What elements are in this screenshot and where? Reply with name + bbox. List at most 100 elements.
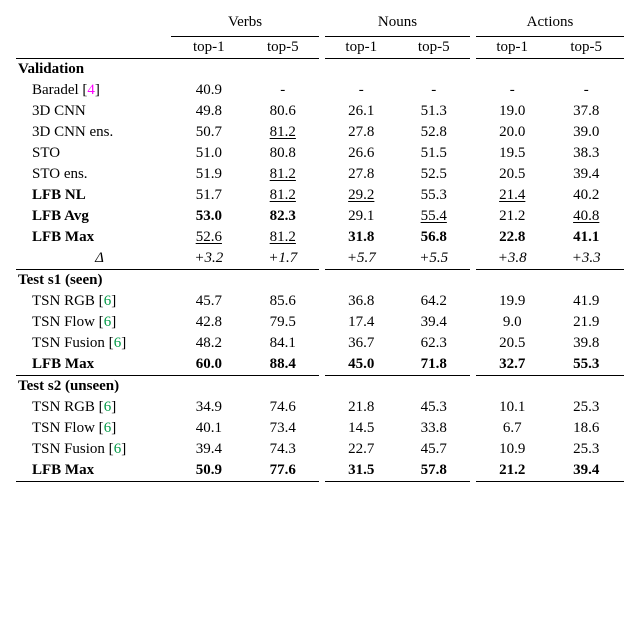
- cell-value: 27.8: [322, 122, 397, 143]
- cell-value: 81.2: [247, 185, 322, 206]
- cell-value: 52.6: [171, 227, 246, 248]
- cell-value: 45.7: [398, 439, 473, 460]
- cell-value: 55.3: [398, 185, 473, 206]
- row-label: 3D CNN ens.: [16, 122, 171, 143]
- cell-value: 41.1: [548, 227, 624, 248]
- cell-value: 56.8: [398, 227, 473, 248]
- cell-value: 79.5: [247, 312, 322, 333]
- header-sub: top-5: [247, 37, 322, 59]
- header-sub-row: top-1 top-5 top-1 top-5 top-1 top-5: [16, 37, 624, 59]
- cell-value: +3.3: [548, 248, 624, 270]
- cell-value: 51.5: [398, 143, 473, 164]
- cell-value: 40.9: [171, 80, 246, 101]
- cell-value: 51.7: [171, 185, 246, 206]
- cell-value: 27.8: [322, 164, 397, 185]
- citation: 4: [87, 82, 95, 98]
- cell-value: 20.0: [473, 122, 548, 143]
- cell-value: 10.9: [473, 439, 548, 460]
- table-row: Δ+3.2+1.7+5.7+5.5+3.8+3.3: [16, 248, 624, 270]
- row-label: Δ: [16, 248, 171, 270]
- row-label: TSN RGB [6]: [16, 291, 171, 312]
- cell-value: +1.7: [247, 248, 322, 270]
- section-row: Test s1 (seen): [16, 270, 624, 292]
- cell-value: 85.6: [247, 291, 322, 312]
- row-label: LFB Avg: [16, 206, 171, 227]
- cell-value: 22.8: [473, 227, 548, 248]
- table-row: TSN Flow [6]42.879.517.439.49.021.9: [16, 312, 624, 333]
- cell-value: +5.5: [398, 248, 473, 270]
- cell-value: 40.1: [171, 418, 246, 439]
- row-label: LFB NL: [16, 185, 171, 206]
- cell-value: 48.2: [171, 333, 246, 354]
- cell-value: 40.8: [548, 206, 624, 227]
- cell-value: 71.8: [398, 354, 473, 376]
- cell-value: 40.2: [548, 185, 624, 206]
- cell-value: 88.4: [247, 354, 322, 376]
- cell-value: 77.6: [247, 460, 322, 482]
- table-row: LFB Max52.681.231.856.822.841.1: [16, 227, 624, 248]
- citation: 6: [104, 399, 112, 415]
- header-sub: top-1: [473, 37, 548, 59]
- citation: 6: [104, 420, 112, 436]
- cell-value: 38.3: [548, 143, 624, 164]
- cell-value: 45.3: [398, 397, 473, 418]
- citation: 6: [114, 335, 122, 351]
- results-table: Verbs Nouns Actions top-1 top-5 top-1 to…: [16, 12, 624, 482]
- header-sub: top-5: [398, 37, 473, 59]
- cell-value: 10.1: [473, 397, 548, 418]
- cell-value: 26.1: [322, 101, 397, 122]
- cell-value: 39.4: [398, 312, 473, 333]
- cell-value: 49.8: [171, 101, 246, 122]
- row-label: LFB Max: [16, 227, 171, 248]
- section-row: Validation: [16, 59, 624, 81]
- table-row: Baradel [4]40.9-----: [16, 80, 624, 101]
- row-label: TSN Flow [6]: [16, 418, 171, 439]
- section-title: Validation: [16, 59, 624, 81]
- row-label: TSN Flow [6]: [16, 312, 171, 333]
- cell-value: 21.8: [322, 397, 397, 418]
- cell-value: 62.3: [398, 333, 473, 354]
- cell-value: 22.7: [322, 439, 397, 460]
- section-title: Test s2 (unseen): [16, 376, 624, 398]
- cell-value: 37.8: [548, 101, 624, 122]
- cell-value: 80.8: [247, 143, 322, 164]
- cell-value: 39.8: [548, 333, 624, 354]
- citation: 6: [104, 293, 112, 309]
- cell-value: 53.0: [171, 206, 246, 227]
- cell-value: 29.1: [322, 206, 397, 227]
- cell-value: 19.5: [473, 143, 548, 164]
- cell-value: 81.2: [247, 122, 322, 143]
- cell-value: 51.0: [171, 143, 246, 164]
- cell-value: 50.7: [171, 122, 246, 143]
- cell-value: 21.2: [473, 206, 548, 227]
- cell-value: 39.4: [171, 439, 246, 460]
- cell-value: 52.5: [398, 164, 473, 185]
- cell-value: 18.6: [548, 418, 624, 439]
- cell-value: 81.2: [247, 227, 322, 248]
- cell-value: -: [322, 80, 397, 101]
- cell-value: 26.6: [322, 143, 397, 164]
- cell-value: 84.1: [247, 333, 322, 354]
- table-row: 3D CNN ens.50.781.227.852.820.039.0: [16, 122, 624, 143]
- cell-value: 19.9: [473, 291, 548, 312]
- cell-value: 82.3: [247, 206, 322, 227]
- cell-value: 21.9: [548, 312, 624, 333]
- table-row: TSN Flow [6]40.173.414.533.86.718.6: [16, 418, 624, 439]
- cell-value: 57.8: [398, 460, 473, 482]
- section-title: Test s1 (seen): [16, 270, 624, 292]
- cell-value: 52.8: [398, 122, 473, 143]
- cell-value: 31.5: [322, 460, 397, 482]
- table-row: STO ens.51.981.227.852.520.539.4: [16, 164, 624, 185]
- citation: 6: [114, 441, 122, 457]
- cell-value: 25.3: [548, 397, 624, 418]
- cell-value: 45.0: [322, 354, 397, 376]
- cell-value: 74.6: [247, 397, 322, 418]
- cell-value: 51.3: [398, 101, 473, 122]
- cell-value: 32.7: [473, 354, 548, 376]
- header-group: Actions: [473, 12, 624, 32]
- table-row: TSN RGB [6]34.974.621.845.310.125.3: [16, 397, 624, 418]
- cell-value: 80.6: [247, 101, 322, 122]
- cell-value: -: [548, 80, 624, 101]
- header-groups-row: Verbs Nouns Actions: [16, 12, 624, 32]
- cell-value: 45.7: [171, 291, 246, 312]
